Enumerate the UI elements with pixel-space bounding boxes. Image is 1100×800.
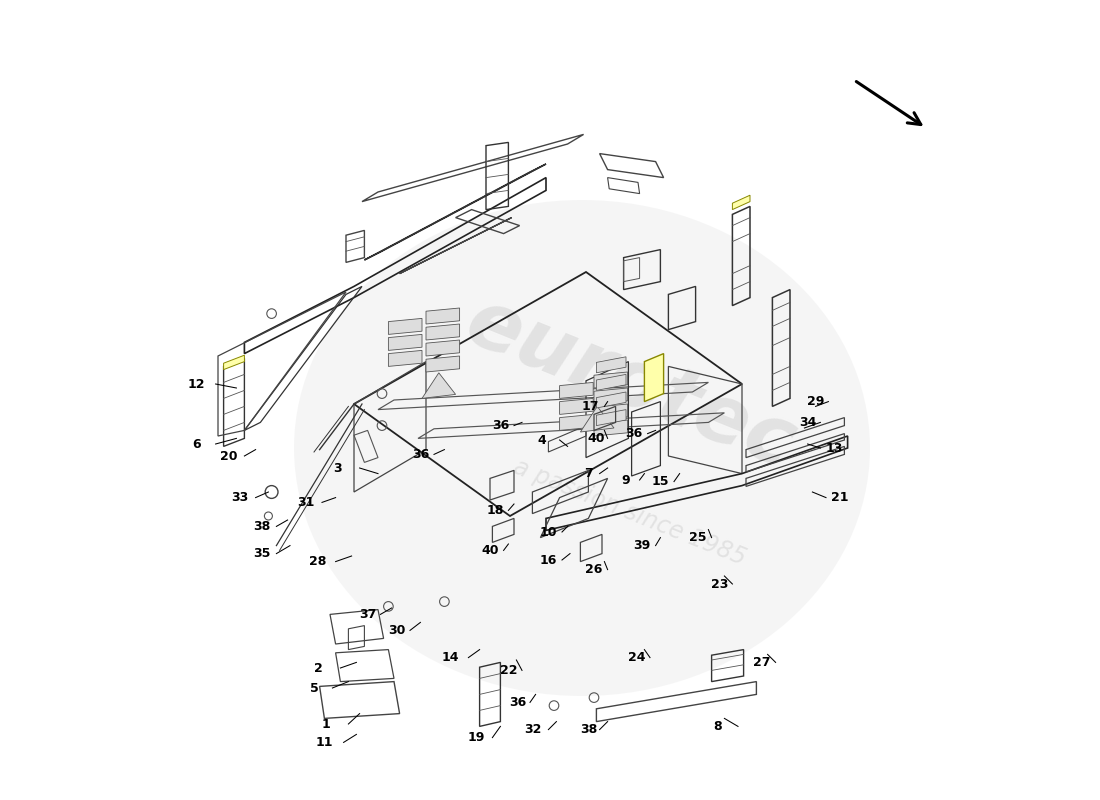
Text: 12: 12 bbox=[188, 378, 205, 390]
Polygon shape bbox=[422, 373, 455, 398]
Polygon shape bbox=[388, 318, 422, 334]
Polygon shape bbox=[596, 357, 626, 373]
Text: 22: 22 bbox=[499, 664, 517, 677]
Text: 10: 10 bbox=[540, 526, 557, 538]
Text: 34: 34 bbox=[799, 416, 816, 429]
Text: eurotec: eurotec bbox=[454, 282, 806, 486]
Text: 25: 25 bbox=[690, 531, 706, 544]
Text: 3: 3 bbox=[333, 462, 342, 474]
Text: 21: 21 bbox=[830, 491, 848, 504]
Text: 36: 36 bbox=[411, 448, 429, 461]
Text: 36: 36 bbox=[626, 427, 642, 440]
Polygon shape bbox=[426, 356, 460, 372]
Polygon shape bbox=[596, 410, 626, 426]
Text: 36: 36 bbox=[509, 696, 527, 709]
Polygon shape bbox=[596, 392, 626, 408]
Text: 7: 7 bbox=[584, 467, 593, 480]
Text: 4: 4 bbox=[538, 434, 547, 446]
Text: 39: 39 bbox=[634, 539, 650, 552]
Text: 14: 14 bbox=[442, 651, 460, 664]
Text: 6: 6 bbox=[192, 438, 200, 450]
Text: 29: 29 bbox=[807, 395, 824, 408]
Text: 26: 26 bbox=[585, 563, 603, 576]
Text: 19: 19 bbox=[468, 731, 485, 744]
Polygon shape bbox=[426, 308, 460, 324]
Text: 40: 40 bbox=[587, 432, 605, 445]
Text: 27: 27 bbox=[754, 656, 771, 669]
Text: 32: 32 bbox=[524, 723, 541, 736]
Polygon shape bbox=[594, 404, 628, 420]
Text: 11: 11 bbox=[316, 736, 333, 749]
Text: 1: 1 bbox=[321, 718, 330, 730]
Text: 17: 17 bbox=[581, 400, 598, 413]
Polygon shape bbox=[560, 398, 593, 414]
Text: 35: 35 bbox=[253, 547, 271, 560]
Text: 28: 28 bbox=[309, 555, 327, 568]
Polygon shape bbox=[388, 350, 422, 366]
Polygon shape bbox=[560, 414, 593, 430]
Text: 20: 20 bbox=[220, 450, 238, 462]
Text: 30: 30 bbox=[387, 624, 405, 637]
Text: 5: 5 bbox=[309, 682, 318, 694]
Ellipse shape bbox=[294, 200, 870, 696]
Polygon shape bbox=[596, 374, 626, 390]
Text: 9: 9 bbox=[621, 474, 630, 486]
Text: 37: 37 bbox=[359, 608, 376, 621]
Text: 38: 38 bbox=[253, 520, 271, 533]
Text: 24: 24 bbox=[628, 651, 645, 664]
Text: 36: 36 bbox=[492, 419, 509, 432]
Text: a passion since 1985: a passion since 1985 bbox=[510, 454, 750, 570]
Polygon shape bbox=[388, 334, 422, 350]
Text: 38: 38 bbox=[580, 723, 597, 736]
Text: 2: 2 bbox=[314, 662, 322, 674]
Text: 13: 13 bbox=[825, 442, 843, 454]
Polygon shape bbox=[645, 354, 663, 402]
Polygon shape bbox=[733, 195, 750, 210]
Polygon shape bbox=[223, 355, 244, 370]
Text: 16: 16 bbox=[540, 554, 557, 566]
Polygon shape bbox=[426, 324, 460, 340]
Text: 8: 8 bbox=[714, 720, 723, 733]
Text: 31: 31 bbox=[297, 496, 315, 509]
Polygon shape bbox=[594, 388, 628, 404]
Polygon shape bbox=[426, 340, 460, 356]
Text: 33: 33 bbox=[231, 491, 249, 504]
Polygon shape bbox=[594, 420, 628, 436]
Text: 23: 23 bbox=[711, 578, 728, 590]
Polygon shape bbox=[581, 406, 614, 432]
Polygon shape bbox=[594, 372, 628, 388]
Polygon shape bbox=[560, 382, 593, 398]
Text: 15: 15 bbox=[651, 475, 669, 488]
Text: 18: 18 bbox=[487, 504, 504, 517]
Text: 40: 40 bbox=[482, 544, 498, 557]
